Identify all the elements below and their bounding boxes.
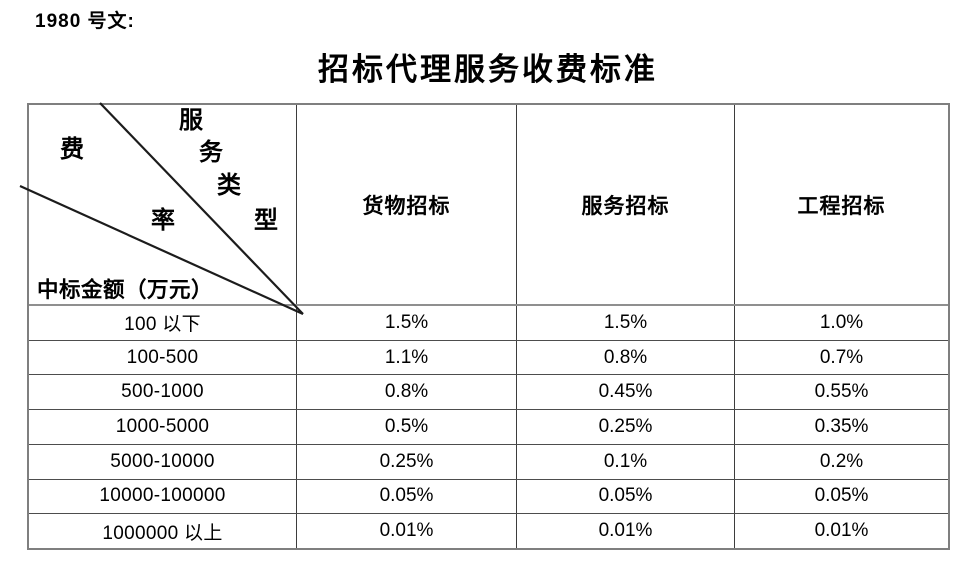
row-label: 100 以下 <box>29 306 297 340</box>
row-label: 1000-5000 <box>29 410 297 444</box>
table-row: 10000-100000 0.05% 0.05% 0.05% <box>29 479 948 515</box>
row-label: 10000-100000 <box>29 479 297 514</box>
corner-header-cell: 服 务 类 型 费 率 中标金额（万元） <box>19 102 304 316</box>
rate-value: 0.2% <box>819 450 864 472</box>
diagonal-divider-lines <box>19 102 304 316</box>
column-header-engineering: 工程招标 <box>797 193 886 218</box>
table-header-row: 服 务 类 型 费 率 中标金额（万元） 货物招标 服务招标 工程招标 <box>19 102 948 316</box>
row-label: 500-1000 <box>29 375 297 410</box>
rate-value: 0.01% <box>297 514 517 549</box>
corner-label-service-type-char: 服 <box>179 108 203 134</box>
rate-value: 0.25% <box>297 444 517 479</box>
page-title: 招标代理服务收费标准 <box>318 52 658 87</box>
table-row: 100 以下 1.5% 1.5% 1.0% <box>29 306 948 341</box>
table-row: 1000000 以上 0.01% 0.01% 0.01% <box>29 514 948 549</box>
fee-standard-table: 服 务 类 型 费 率 中标金额（万元） 货物招标 服务招标 工程招标 100 … <box>19 102 950 550</box>
corner-label-service-type-char: 类 <box>217 173 241 199</box>
table-row: 100-500 1.1% 0.8% 0.7% <box>29 340 948 376</box>
corner-label-fee-rate-char: 率 <box>151 208 175 234</box>
rate-value: 1.5% <box>297 306 517 340</box>
rate-value: 0.01% <box>814 520 869 542</box>
column-header-goods: 货物招标 <box>297 105 517 304</box>
row-label: 5000-10000 <box>29 444 297 479</box>
rate-value: 0.7% <box>819 346 864 368</box>
table-row: 1000-5000 0.5% 0.25% 0.35% <box>29 410 948 445</box>
corner-label-service-type-char: 务 <box>199 140 223 166</box>
rate-value: 0.05% <box>297 479 517 514</box>
rate-value: 0.05% <box>814 485 869 507</box>
table-row: 500-1000 0.8% 0.45% 0.55% <box>29 375 948 411</box>
table-row: 5000-10000 0.25% 0.1% 0.2% <box>29 444 948 480</box>
rate-value: 0.35% <box>814 416 869 438</box>
rate-value: 0.5% <box>297 410 517 444</box>
corner-label-service-type-char: 型 <box>254 208 278 234</box>
rate-value: 1.1% <box>297 340 517 375</box>
rate-value: 1.5% <box>517 306 735 340</box>
rate-value: 0.8% <box>517 340 735 375</box>
rate-value: 1.0% <box>819 311 864 333</box>
rate-value: 0.8% <box>297 375 517 410</box>
doc-reference: 1980 号文: <box>35 11 135 32</box>
rate-value: 0.05% <box>517 479 735 514</box>
column-header-service: 服务招标 <box>517 105 735 304</box>
corner-label-fee-rate-char: 费 <box>60 137 84 163</box>
row-label: 1000000 以上 <box>29 514 297 549</box>
corner-label-bid-amount: 中标金额（万元） <box>37 278 214 302</box>
rate-value: 0.01% <box>517 514 735 549</box>
row-label: 100-500 <box>29 340 297 375</box>
table-body: 100 以下 1.5% 1.5% 1.0% 100-500 1.1% 0.8% … <box>29 306 948 549</box>
rate-value: 0.55% <box>814 381 869 403</box>
rate-value: 0.1% <box>517 444 735 479</box>
rate-value: 0.45% <box>517 375 735 410</box>
rate-value: 0.25% <box>517 410 735 444</box>
